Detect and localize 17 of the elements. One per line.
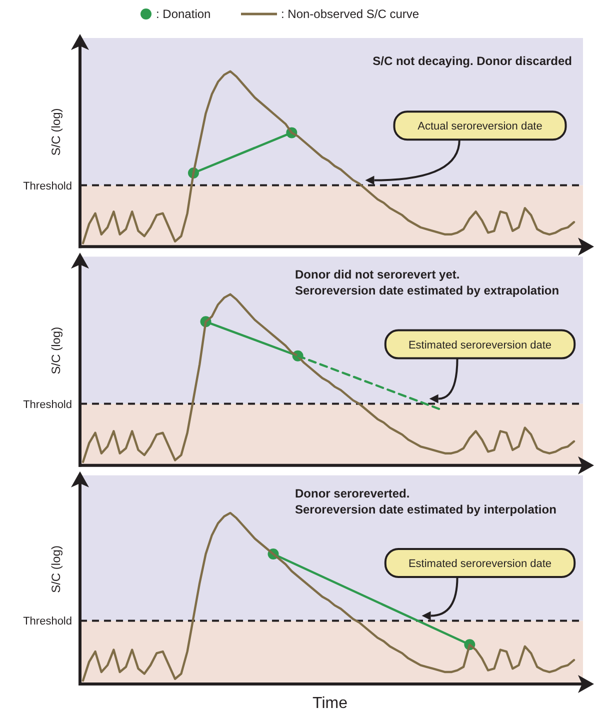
- chart-title: S/C not decaying. Donor discarded: [372, 54, 572, 68]
- annotation: Estimated seroreversion date: [408, 558, 552, 570]
- ref-line-label: Threshold: [23, 180, 72, 192]
- y-axis-title: S/C (log): [49, 108, 63, 156]
- annotation: Estimated seroreversion date: [408, 339, 552, 352]
- annotation: Actual seroreversion date: [418, 120, 542, 133]
- chart-title: Donor did not serorevert yet.: [295, 268, 460, 282]
- x-axis-title: Time: [312, 695, 348, 712]
- chart-subtitle: Seroreversion date estimated by extrapolation: [295, 284, 560, 298]
- y-axis-title: S/C (log): [49, 546, 63, 593]
- legend-label: : Donation: [156, 7, 211, 21]
- chart-subtitle: Seroreversion date estimated by interpolation: [295, 502, 556, 516]
- chart-title: Donor seroreverted.: [295, 486, 410, 500]
- ref-line-label: Threshold: [23, 398, 72, 411]
- ref-line-label: Threshold: [23, 616, 72, 628]
- y-axis-title: S/C (log): [49, 326, 63, 374]
- legend-label: : Non-observed S/C curve: [281, 7, 420, 21]
